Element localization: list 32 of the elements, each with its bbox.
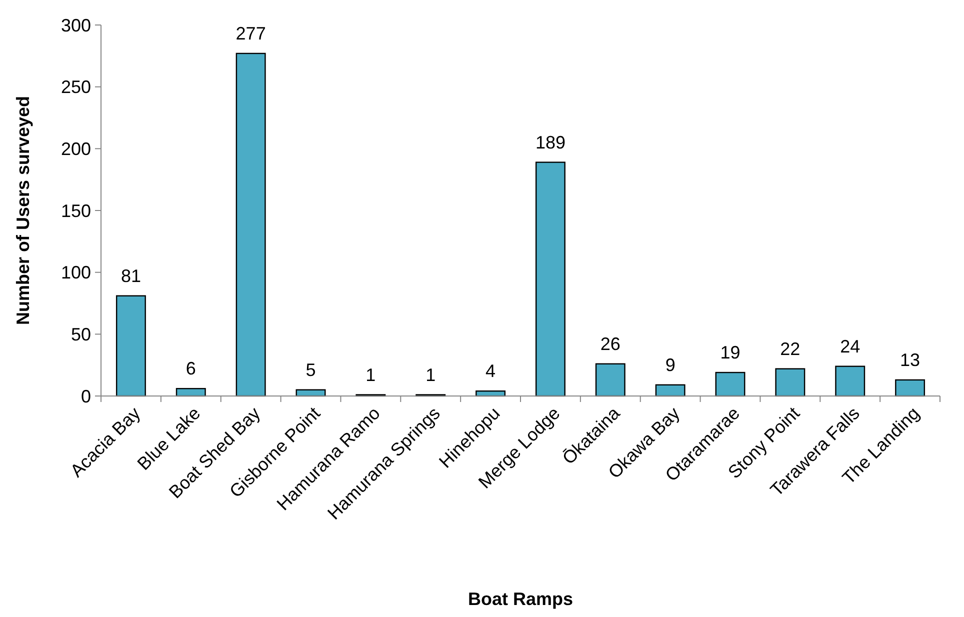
bar [775,368,806,397]
data-label: 81 [120,266,141,286]
data-label: 5 [306,360,316,380]
bar [655,384,686,397]
y-tick-label: 200 [60,138,91,159]
bar [835,366,866,397]
y-tick-label: 150 [60,200,91,221]
y-tick-label: 250 [60,77,91,98]
bar [895,379,926,397]
data-label: 1 [426,364,436,385]
y-tick-label: 300 [60,15,91,36]
data-label: 9 [665,354,676,375]
y-tick-label: 0 [80,386,91,406]
data-label: 26 [600,334,620,354]
data-label: 19 [720,342,740,363]
y-tick-label: 100 [60,262,91,283]
data-label: 24 [840,336,860,356]
data-label: 277 [236,23,266,44]
data-label: 13 [900,350,920,370]
data-label: 189 [535,132,566,152]
bar [116,295,146,397]
bar [535,162,566,397]
bar [236,52,266,397]
y-tick-label: 50 [70,324,91,344]
data-label: 4 [486,361,496,382]
x-axis-title: Boat Ramps [468,589,574,609]
data-label: 22 [780,338,800,359]
data-label: 6 [186,358,196,379]
bar [595,363,626,397]
y-axis-title: Number of Users surveyed [13,96,33,326]
bar [715,372,746,397]
data-label: 1 [366,364,376,385]
